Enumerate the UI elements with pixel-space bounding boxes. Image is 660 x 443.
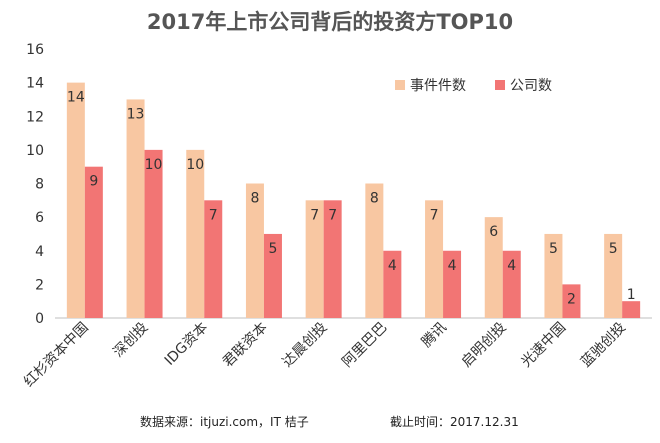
- bar: [604, 233, 623, 318]
- x-tick-label: 达晨创投: [280, 320, 331, 371]
- y-tick-label: 14: [26, 76, 44, 92]
- legend-swatch: [495, 80, 505, 90]
- y-tick-label: 4: [35, 244, 44, 260]
- data-label: 10: [186, 157, 204, 173]
- data-label: 8: [250, 191, 259, 207]
- x-tick-label: 君联资本: [220, 320, 271, 371]
- bar: [66, 82, 85, 318]
- bar: [84, 166, 103, 318]
- data-label: 14: [67, 90, 85, 106]
- data-label: 7: [328, 207, 337, 223]
- x-tick-label: 腾讯: [418, 319, 450, 351]
- data-label: 4: [388, 258, 397, 274]
- chart-title: 2017年上市公司背后的投资方TOP10: [146, 10, 514, 34]
- data-label: 9: [89, 174, 98, 190]
- bar: [622, 301, 641, 318]
- bar: [144, 149, 163, 318]
- data-label: 7: [430, 207, 439, 223]
- bar: [383, 250, 402, 318]
- data-label: 7: [310, 207, 319, 223]
- data-label: 2: [567, 291, 576, 307]
- data-label: 13: [127, 106, 145, 122]
- bar: [502, 250, 521, 318]
- data-label: 8: [370, 191, 379, 207]
- y-tick-label: 0: [35, 311, 44, 327]
- y-tick-label: 10: [26, 143, 44, 159]
- y-tick-label: 8: [35, 177, 44, 193]
- bar: [443, 250, 462, 318]
- legend-label: 事件件数: [410, 78, 466, 94]
- x-tick-label: 启明创投: [459, 320, 510, 371]
- legend-label: 公司数: [510, 78, 552, 94]
- data-label: 10: [145, 157, 163, 173]
- x-tick-label: IDG资本: [162, 320, 211, 369]
- data-label: 5: [549, 241, 558, 257]
- y-tick-label: 2: [35, 277, 44, 293]
- x-tick-label: 深创投: [110, 320, 151, 361]
- x-tick-label: 蓝驰创投: [578, 320, 629, 371]
- cutoff-date-note: 截止时间：2017.12.31: [390, 415, 519, 429]
- x-tick-label: 阿里巴巴: [339, 320, 390, 371]
- data-source-note: 数据来源：itjuzi.com，IT 桔子: [140, 415, 309, 429]
- bar: [263, 233, 282, 318]
- bar: [245, 183, 264, 318]
- data-label: 6: [489, 224, 498, 240]
- data-label: 7: [209, 207, 218, 223]
- bar: [484, 217, 503, 318]
- legend-swatch: [395, 80, 405, 90]
- bar: [544, 233, 563, 318]
- bar: [186, 149, 205, 318]
- data-label: 5: [268, 241, 277, 257]
- bar: [305, 200, 324, 318]
- y-tick-label: 12: [26, 109, 44, 125]
- data-label: 4: [448, 258, 457, 274]
- y-tick-label: 16: [26, 42, 44, 58]
- bar: [425, 200, 444, 318]
- bar: [204, 200, 223, 318]
- x-tick-label: 红杉资本中国: [21, 320, 92, 391]
- data-label: 5: [609, 241, 618, 257]
- bar: [562, 284, 581, 318]
- bar: [365, 183, 384, 318]
- y-tick-label: 6: [35, 210, 44, 226]
- x-tick-label: 光速中国: [518, 320, 569, 371]
- data-label: 4: [507, 258, 516, 274]
- bar: [126, 99, 145, 318]
- bar: [323, 200, 342, 318]
- data-label: 1: [627, 287, 636, 303]
